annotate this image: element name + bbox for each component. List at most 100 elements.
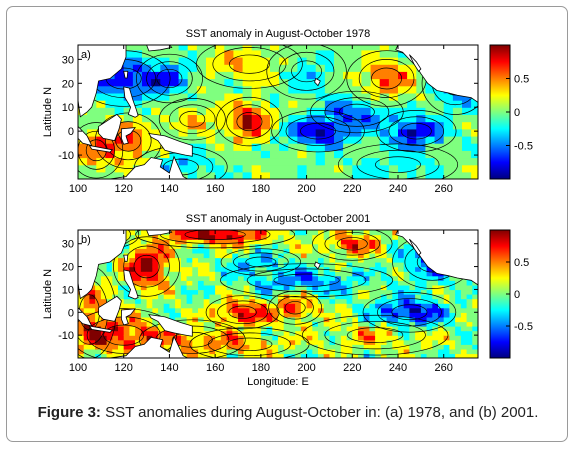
field-cell	[249, 271, 256, 277]
field-cell	[398, 71, 408, 80]
field-cell	[96, 85, 106, 94]
field-cell	[295, 248, 302, 254]
field-cell	[334, 128, 344, 137]
field-cell	[369, 230, 376, 236]
field-cell	[260, 280, 268, 286]
field-cell	[375, 348, 382, 355]
field-cell	[398, 339, 405, 345]
field-cell	[363, 353, 370, 358]
field-cell	[255, 266, 262, 272]
field-cell	[220, 316, 228, 323]
field-cell	[370, 114, 381, 123]
field-cell	[346, 326, 353, 332]
field-cell	[455, 326, 462, 332]
panel-label: a)	[81, 49, 91, 61]
field-cell	[87, 114, 97, 123]
field-cell	[118, 344, 125, 350]
field-cell	[369, 284, 376, 291]
field-cell	[209, 321, 216, 327]
field-cell	[152, 257, 159, 263]
field-cell	[420, 348, 428, 355]
field-cell	[151, 143, 161, 151]
field-cell	[334, 121, 344, 130]
contour-line	[215, 96, 283, 147]
field-cell	[278, 280, 285, 286]
field-cell	[266, 348, 273, 355]
field-cell	[186, 243, 193, 249]
field-cell	[300, 303, 308, 309]
contour-line	[291, 60, 323, 83]
x-tick-label: 140	[160, 183, 178, 195]
field-cell	[135, 280, 142, 286]
field-cell	[132, 128, 143, 137]
field-cell	[129, 316, 136, 323]
field-cell	[135, 248, 142, 254]
field-cell	[289, 239, 296, 245]
field-cell	[315, 100, 326, 108]
field-cell	[363, 230, 370, 236]
field-cell	[407, 64, 417, 72]
field-cell	[358, 312, 365, 318]
field-cell	[415, 271, 422, 277]
field-cell	[226, 316, 233, 323]
field-cell	[335, 266, 342, 272]
field-cell	[238, 262, 245, 268]
field-cell	[329, 326, 336, 332]
field-cell	[452, 92, 463, 101]
field-cell	[462, 135, 472, 144]
field-cell	[192, 326, 199, 332]
field-cell	[118, 280, 125, 286]
field-cell	[415, 252, 422, 259]
field-cell	[334, 135, 344, 144]
field-cell	[209, 243, 216, 249]
field-cell	[152, 303, 159, 309]
field-cell	[255, 294, 262, 300]
field-cell	[297, 143, 308, 151]
field-cell	[358, 335, 365, 341]
field-cell	[358, 353, 365, 358]
field-cell	[87, 150, 97, 159]
field-cell	[361, 64, 372, 72]
field-cell	[288, 78, 298, 87]
field-cell	[169, 234, 176, 240]
field-cell	[324, 49, 335, 58]
field-cell	[180, 284, 188, 291]
field-cell	[118, 326, 125, 332]
field-cell	[278, 230, 285, 236]
field-cell	[425, 92, 436, 101]
field-cell	[449, 312, 456, 318]
field-cell	[363, 316, 370, 323]
field-cell	[279, 121, 289, 130]
field-cell	[175, 284, 182, 291]
field-cell	[420, 339, 428, 345]
field-cell	[175, 312, 182, 318]
field-cell	[352, 107, 362, 115]
field-cell	[434, 164, 445, 173]
field-cell	[118, 257, 125, 263]
field-cell	[340, 248, 348, 254]
field-cell	[472, 294, 478, 300]
field-cell	[329, 330, 336, 336]
plot-frame	[77, 44, 479, 180]
x-tick-label: 220	[343, 362, 361, 374]
contour-line	[113, 236, 181, 297]
field-cell	[95, 330, 102, 336]
field-cell	[146, 275, 153, 281]
contour-line	[220, 248, 302, 276]
field-cell	[106, 262, 113, 268]
field-cell	[288, 64, 298, 72]
field-cell	[266, 303, 273, 309]
field-cell	[392, 307, 399, 313]
field-cell	[361, 85, 372, 94]
field-cell	[369, 316, 376, 323]
field-cell	[388, 157, 399, 166]
field-cell	[472, 326, 478, 332]
field-cell	[96, 150, 106, 159]
field-cell	[95, 284, 102, 291]
field-cell	[187, 164, 198, 173]
field-cell	[289, 271, 296, 277]
field-cell	[363, 344, 370, 350]
field-cell	[398, 316, 405, 323]
field-cell	[206, 121, 216, 130]
field-cell	[379, 57, 390, 65]
